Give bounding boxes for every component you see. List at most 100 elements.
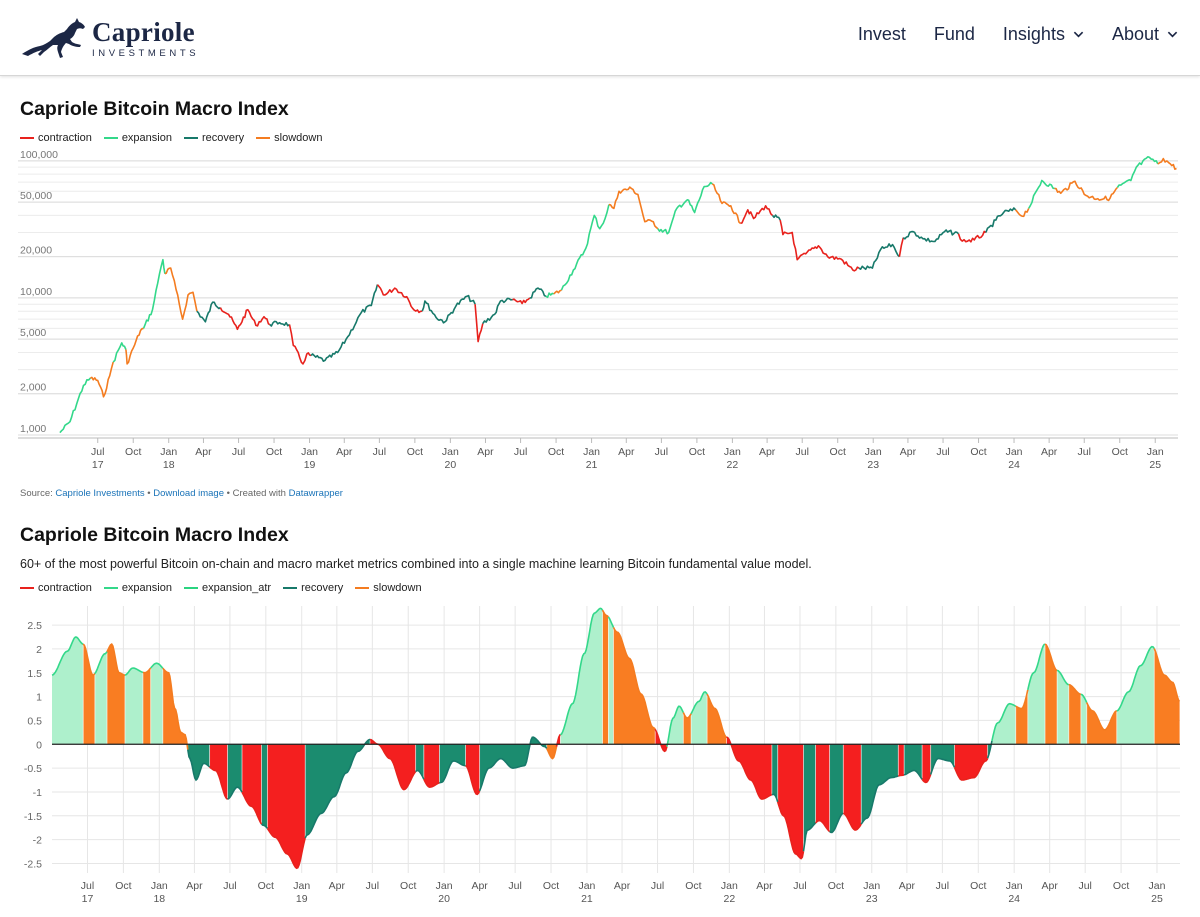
x-tick-label: Apr (900, 446, 917, 458)
x-tick-label: Apr (899, 880, 916, 892)
logo[interactable]: Capriole INVESTMENTS (20, 14, 199, 62)
series-contraction-line (376, 284, 423, 314)
y-tick-label: -2.5 (24, 858, 42, 870)
series-recovery-line (310, 284, 379, 362)
x-tick-label: Jan (160, 446, 177, 458)
nav-fund[interactable]: Fund (934, 24, 975, 45)
series-expansion-line (1056, 669, 1070, 686)
series-recovery-line (802, 822, 817, 852)
x-tick-label: Oct (1112, 446, 1128, 458)
series-expansion-line (607, 616, 615, 628)
x-tick-label: Apr (195, 446, 212, 458)
series-slowdown-line (545, 746, 558, 760)
series-slowdown-line (1054, 180, 1118, 202)
x-tick-label: Oct (407, 446, 423, 458)
x-tick-label: Jan (293, 880, 310, 892)
x-tick-label: Apr (329, 880, 346, 892)
series-slowdown-line (1157, 157, 1177, 171)
x-tick-year-label: 18 (163, 459, 175, 471)
area-slowdown (83, 644, 95, 745)
series-expansion-line (666, 705, 685, 747)
nav-about-label: About (1111, 24, 1159, 44)
series-contraction-line (776, 801, 805, 860)
area-recovery (305, 739, 370, 839)
series-slowdown-line (125, 327, 144, 365)
area-slowdown (683, 712, 692, 745)
series-slowdown-line (1014, 208, 1030, 218)
datawrapper-link[interactable]: Datawrapper (288, 488, 343, 499)
x-tick-year-label: 22 (727, 459, 739, 471)
x-tick-label: Oct (400, 880, 416, 892)
legend-expansion-label: expansion (121, 582, 172, 594)
series-recovery-line (985, 207, 1017, 233)
series-expansion-line (142, 258, 166, 329)
main-nav: Invest Fund Insights About (858, 24, 1178, 45)
logo-name: Capriole (92, 16, 195, 47)
area-slowdown (1068, 684, 1081, 745)
area-expansion (666, 706, 684, 747)
series-recovery-line (771, 214, 781, 221)
chart2-title: Capriole Bitcoin Macro Index (20, 524, 289, 546)
area-expansion (150, 663, 163, 745)
series-slowdown-line (1044, 643, 1058, 672)
chevron-down-icon (1167, 31, 1178, 38)
x-tick-label: Apr (759, 446, 776, 458)
area-contraction (655, 729, 667, 752)
series-recovery-line (227, 786, 243, 800)
nav-insights-label: Insights (1002, 24, 1065, 44)
source-prefix: Source: (20, 488, 56, 499)
y-tick-label: -2 (33, 835, 42, 847)
area-slowdown (107, 644, 125, 745)
series-recovery-line (929, 757, 956, 775)
series-contraction-line (512, 297, 531, 305)
x-tick-year-label: 21 (581, 893, 593, 905)
area-contraction (465, 744, 480, 795)
x-tick-label: Oct (689, 446, 705, 458)
nav-insights[interactable]: Insights (1003, 24, 1084, 45)
series-expansion-line (59, 377, 91, 434)
legend-expansion-atr: expansion_atr (183, 582, 271, 594)
x-tick-label: Apr (756, 880, 773, 892)
download-image-link[interactable]: Download image (153, 488, 224, 499)
x-tick-label: Oct (828, 880, 844, 892)
x-tick-label: Jul (514, 446, 527, 458)
series-contraction-line (957, 230, 987, 243)
nav-invest[interactable]: Invest (858, 24, 906, 45)
x-tick-label: Apr (471, 880, 488, 892)
y-tick-label: 10,000 (20, 286, 52, 298)
area-recovery (439, 744, 466, 783)
series-expansion-line (991, 702, 1017, 742)
x-tick-year-label: 23 (867, 459, 879, 471)
created-with-text: • Created with (224, 488, 289, 499)
area-contraction (423, 744, 440, 788)
source-link[interactable]: Capriole Investments (55, 488, 145, 499)
area-expansion (991, 703, 1016, 745)
series-recovery-line (902, 229, 960, 243)
x-tick-label: Oct (258, 880, 274, 892)
area-recovery (930, 744, 955, 775)
series-expansion-line (1116, 645, 1155, 712)
x-tick-year-label: 23 (866, 893, 878, 905)
series-contraction-line (779, 219, 860, 272)
legend-slowdown-label: slowdown (373, 582, 422, 594)
x-tick-label: Jan (1147, 446, 1164, 458)
x-tick-year-label: 24 (1008, 459, 1020, 471)
series-recovery-line (415, 769, 425, 780)
x-tick-year-label: 24 (1008, 893, 1020, 905)
y-tick-label: -1 (33, 787, 42, 799)
nav-invest-label: Invest (857, 24, 906, 44)
series-contraction-line (241, 791, 263, 825)
nav-about[interactable]: About (1112, 24, 1178, 45)
series-recovery-line (986, 740, 993, 759)
series-recovery-line (421, 294, 476, 324)
x-tick-label: Jul (81, 880, 94, 892)
series-contraction-line (266, 827, 306, 870)
y-tick-label: 2.5 (27, 620, 42, 632)
x-tick-label: Jan (1006, 880, 1023, 892)
y-tick-label: 50,000 (20, 190, 52, 202)
series-slowdown-line (90, 361, 114, 398)
area-expansion (1080, 694, 1087, 745)
area-contraction (815, 744, 830, 832)
series-slowdown-line (142, 667, 152, 674)
area-contraction (922, 744, 931, 783)
